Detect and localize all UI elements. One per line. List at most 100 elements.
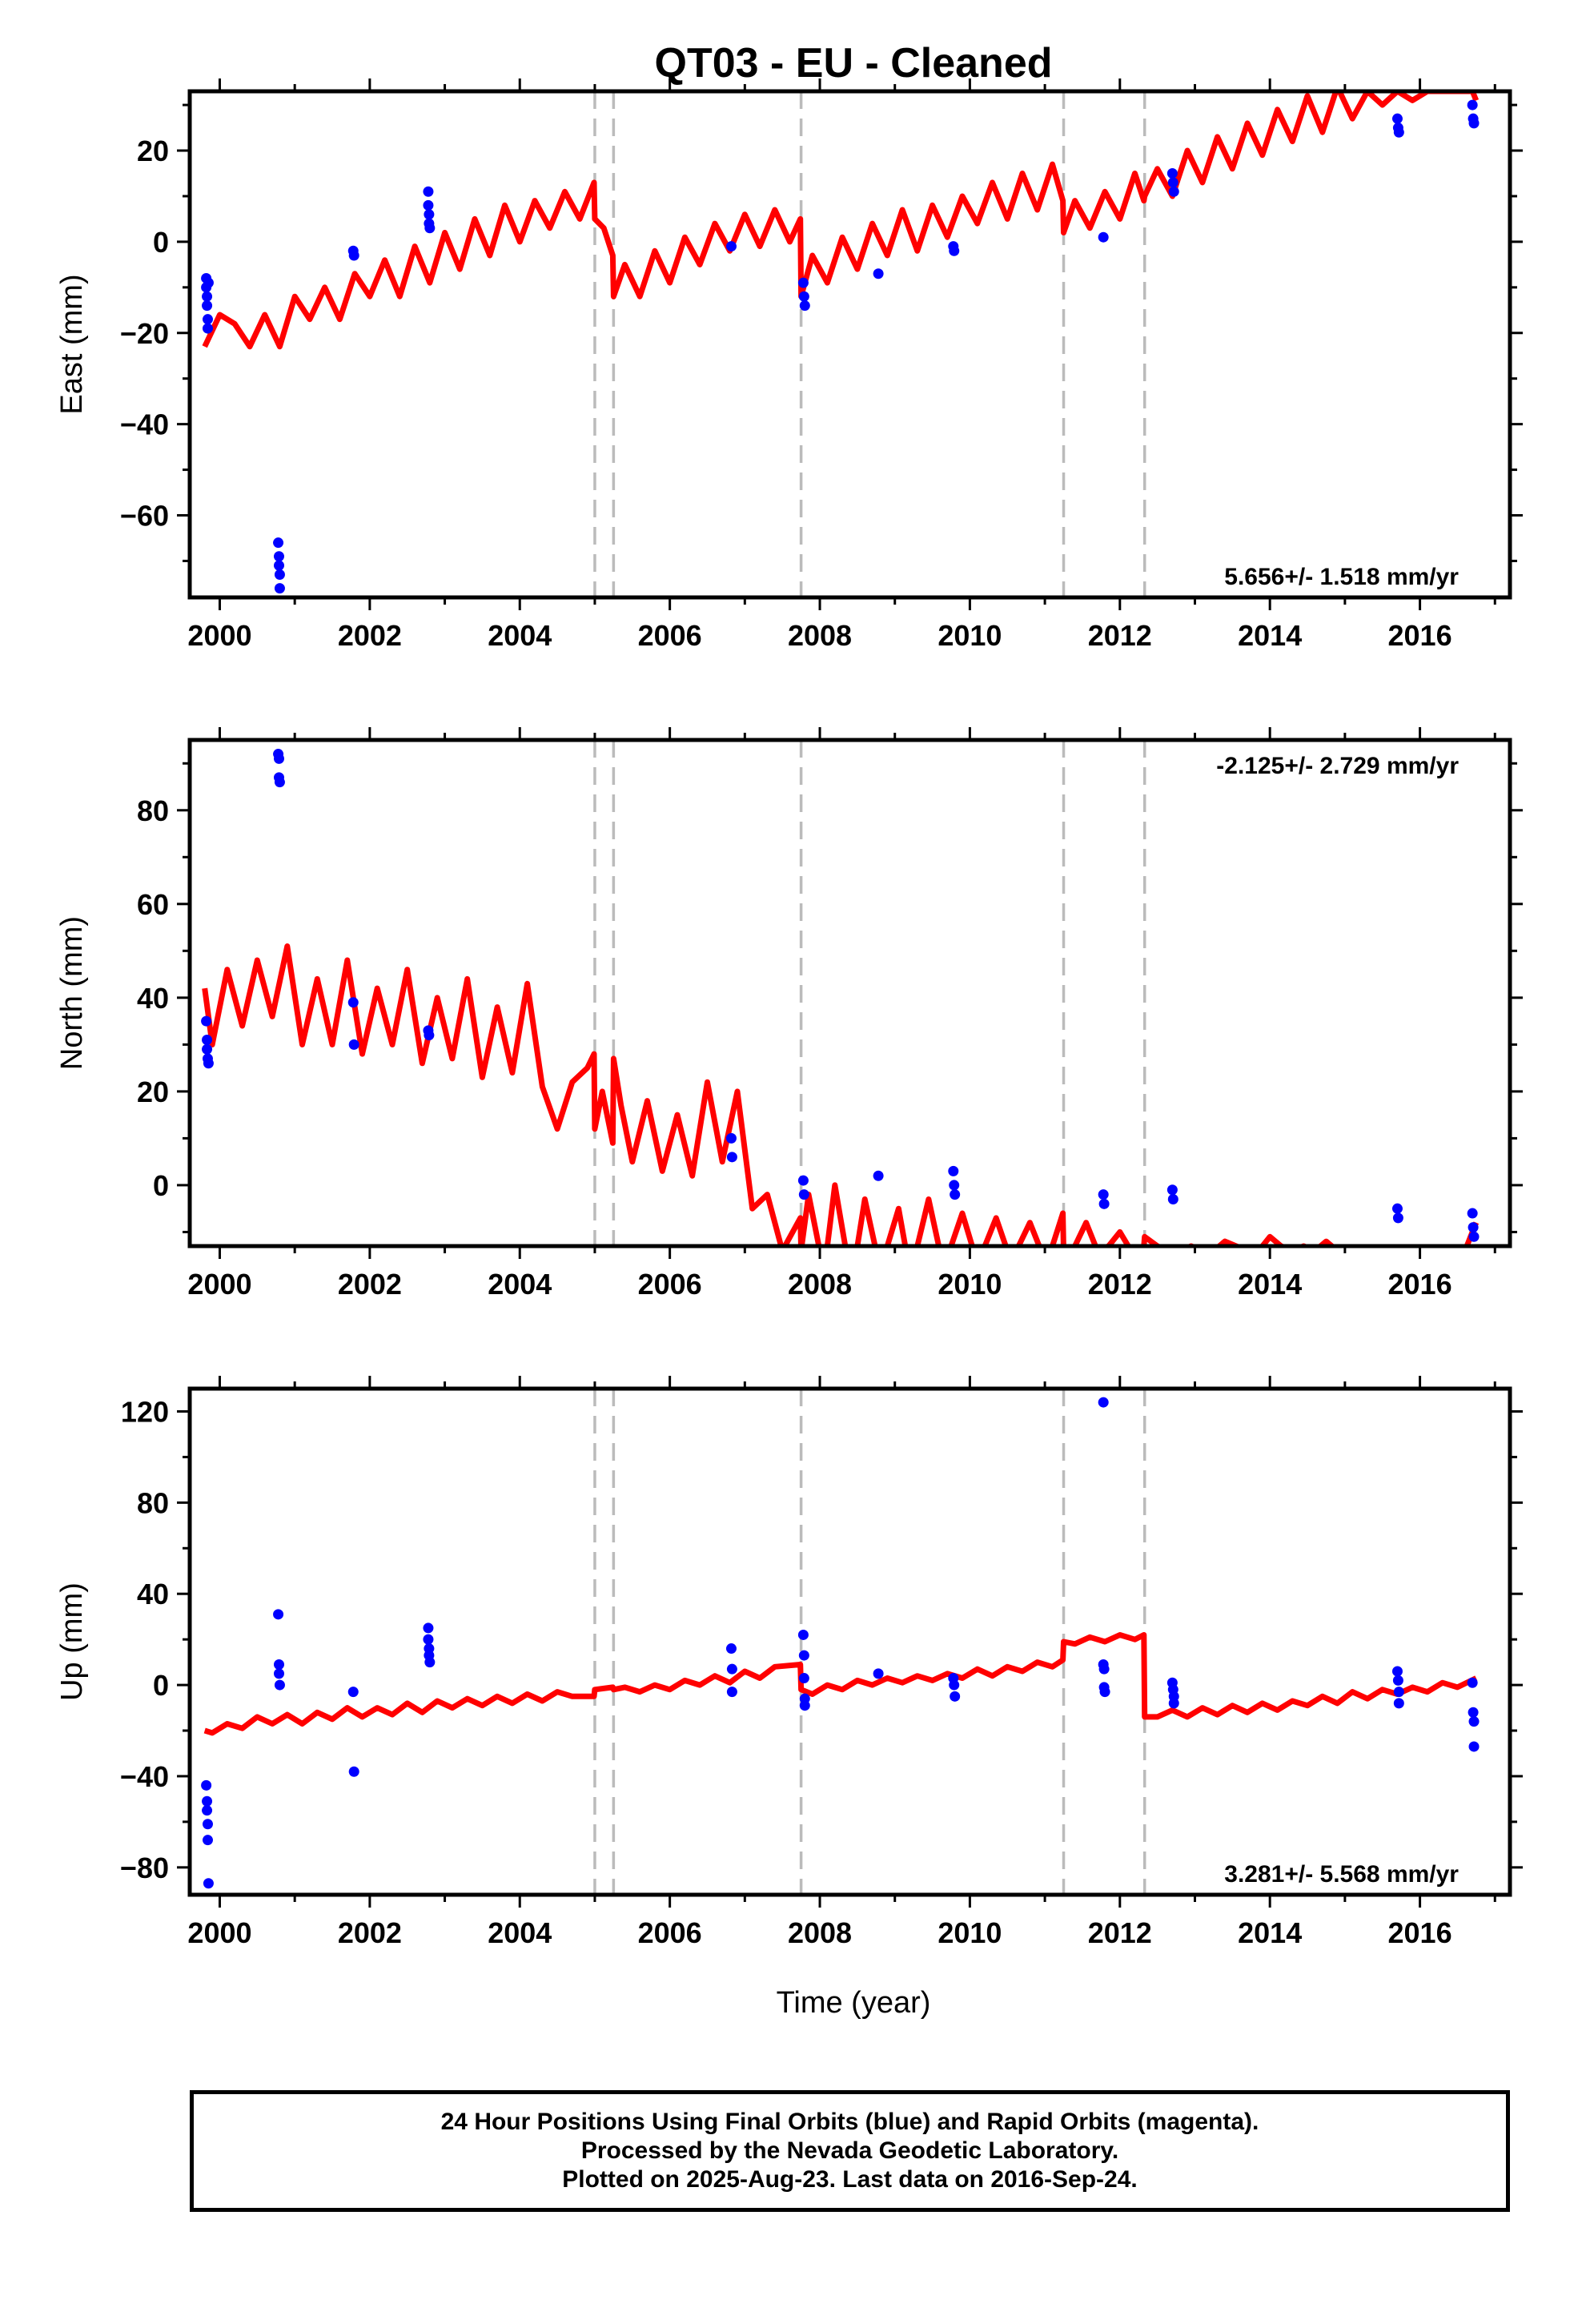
data-point: [1467, 1208, 1478, 1219]
data-point: [797, 1175, 809, 1186]
y-tick-label: 80: [137, 1486, 169, 1519]
data-point: [950, 1691, 961, 1702]
y-tick-label: 0: [153, 226, 169, 259]
data-point: [1391, 113, 1403, 124]
x-tick-label: 2010: [938, 1268, 1002, 1301]
y-tick-label: 40: [137, 1578, 169, 1610]
data-point: [1098, 231, 1109, 243]
x-tick-label: 2002: [338, 1268, 402, 1301]
y-axis-label: Up (mm): [55, 1582, 89, 1701]
data-point: [423, 1622, 434, 1634]
y-tick-label: −20: [120, 317, 169, 350]
y-tick-label: −40: [120, 408, 169, 441]
data-point: [1468, 1741, 1480, 1752]
data-point: [1393, 127, 1404, 138]
data-point: [424, 1657, 436, 1668]
y-tick-label: 0: [153, 1169, 169, 1202]
data-point: [201, 1779, 212, 1791]
data-point: [873, 268, 884, 279]
plot-frame: [187, 738, 1512, 1248]
data-point: [273, 551, 284, 562]
data-point: [799, 300, 810, 312]
y-tick-label: 20: [137, 1076, 169, 1108]
footer-box: 24 Hour Positions Using Final Orbits (bl…: [190, 2090, 1510, 2212]
footer-line-3: Plotted on 2025-Aug-23. Last data on 201…: [562, 2166, 1138, 2193]
plot-frame: [187, 1386, 1512, 1897]
data-point: [873, 1170, 884, 1181]
data-point: [423, 1634, 434, 1645]
model-curve: [202, 943, 1480, 1246]
data-point: [203, 1878, 214, 1889]
data-point: [1468, 1716, 1480, 1727]
x-tick-label: 2012: [1088, 619, 1152, 652]
data-point: [1468, 1707, 1479, 1718]
data-point: [274, 583, 285, 594]
x-tick-label: 2000: [187, 619, 251, 652]
data-point: [202, 291, 213, 302]
y-tick-label: −80: [120, 1852, 169, 1884]
data-point: [348, 250, 359, 261]
data-point: [202, 1819, 213, 1830]
data-point: [1098, 1663, 1110, 1675]
data-point: [424, 209, 435, 220]
data-point: [798, 1189, 809, 1200]
x-axis-label: Time (year): [777, 1986, 931, 2020]
data-point: [949, 245, 960, 256]
north-panel: 2000 2002 2004 2006 2008 2010 2012 2014 2016 80 60…: [55, 727, 1523, 1301]
figure-title: QT03 - EU - Cleaned: [655, 40, 1053, 86]
data-point: [274, 777, 285, 788]
y-tick-label: 120: [121, 1395, 169, 1428]
rate-label: -2.125+/- 2.729 mm/yr: [1216, 753, 1459, 779]
data-point: [202, 1835, 213, 1846]
data-point: [202, 323, 213, 334]
x-tick-label: 2010: [938, 619, 1002, 652]
x-tick-label: 2016: [1388, 1916, 1452, 1949]
data-point: [798, 1673, 809, 1684]
x-tick-label: 2002: [338, 1916, 402, 1949]
data-point: [423, 199, 434, 211]
y-tick-label: 20: [137, 135, 169, 167]
model-curve: [203, 1632, 1478, 1736]
x-tick-label: 2000: [187, 1916, 251, 1949]
x-tick-label: 2012: [1088, 1268, 1152, 1301]
y-tick-label: 80: [137, 794, 169, 827]
data-point: [1098, 1397, 1109, 1408]
data-point: [202, 1043, 213, 1055]
y-axis-label: East (mm): [55, 274, 89, 414]
y-tick-label: 40: [137, 982, 169, 1015]
data-point: [1468, 1231, 1480, 1242]
data-point: [202, 314, 213, 325]
data-point: [1391, 1203, 1403, 1214]
data-point: [798, 291, 809, 302]
data-point: [725, 1132, 737, 1144]
data-point: [726, 1663, 737, 1675]
data-point: [274, 569, 285, 581]
data-point: [797, 1629, 809, 1640]
rate-label: 3.281+/- 5.568 mm/yr: [1224, 1861, 1459, 1888]
data-point: [347, 1687, 359, 1698]
data-point: [950, 1189, 961, 1200]
data-point: [203, 1058, 214, 1069]
x-tick-label: 2016: [1388, 619, 1452, 652]
footer-line-2: Processed by the Nevada Geodetic Laborat…: [580, 2137, 1119, 2164]
data-point: [797, 277, 809, 288]
model-curve: [202, 91, 1480, 350]
x-tick-label: 2010: [938, 1916, 1002, 1949]
data-point: [949, 1180, 960, 1191]
y-tick-label: 0: [153, 1669, 169, 1702]
x-tick-label: 2004: [488, 619, 552, 652]
east-panel: 2000 2002 2004 2006 2008 2010 2012 2014 2016 20 0 −…: [55, 78, 1523, 652]
data-point: [726, 1152, 737, 1163]
data-point: [273, 753, 284, 764]
data-point: [948, 1165, 959, 1176]
x-tick-label: 2014: [1238, 1916, 1302, 1949]
y-tick-label: 60: [137, 888, 169, 921]
data-point: [202, 1795, 213, 1807]
data-point: [273, 1659, 284, 1670]
y-tick-label: −40: [120, 1760, 169, 1793]
data-point: [348, 1766, 359, 1777]
data-point: [726, 1687, 737, 1698]
data-point: [799, 1700, 810, 1711]
data-point: [202, 300, 213, 312]
